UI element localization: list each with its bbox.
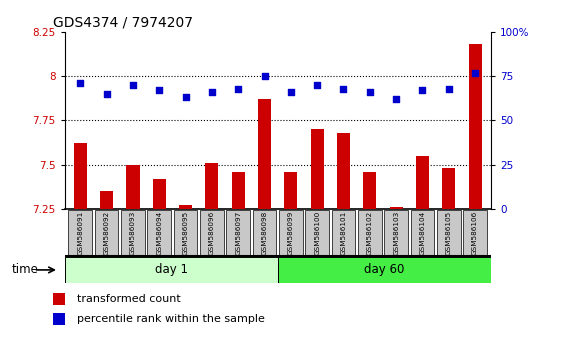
- Bar: [205, 163, 218, 209]
- Text: percentile rank within the sample: percentile rank within the sample: [77, 314, 265, 324]
- Text: GSM586101: GSM586101: [341, 211, 347, 255]
- Bar: [100, 191, 113, 209]
- Bar: [258, 99, 271, 209]
- Point: [365, 89, 374, 95]
- Bar: [389, 207, 403, 209]
- Text: day 60: day 60: [364, 263, 404, 276]
- FancyBboxPatch shape: [68, 210, 92, 256]
- Text: GSM586102: GSM586102: [367, 211, 373, 255]
- Text: GDS4374 / 7974207: GDS4374 / 7974207: [53, 16, 194, 30]
- Point: [76, 80, 85, 86]
- Point: [392, 96, 401, 102]
- Bar: [179, 205, 192, 209]
- Point: [471, 70, 480, 75]
- FancyBboxPatch shape: [148, 210, 171, 256]
- Point: [312, 82, 321, 88]
- Bar: [53, 313, 65, 325]
- Text: GSM586093: GSM586093: [130, 211, 136, 255]
- FancyBboxPatch shape: [279, 210, 303, 256]
- Point: [234, 86, 243, 91]
- Text: GSM586094: GSM586094: [157, 211, 162, 255]
- Bar: [284, 172, 297, 209]
- Point: [102, 91, 111, 97]
- Bar: [363, 172, 376, 209]
- Point: [339, 86, 348, 91]
- FancyBboxPatch shape: [305, 210, 329, 256]
- Bar: [153, 179, 166, 209]
- Text: GSM586097: GSM586097: [235, 211, 241, 255]
- Point: [418, 87, 427, 93]
- Bar: [337, 133, 350, 209]
- Text: GSM586104: GSM586104: [420, 211, 425, 255]
- Text: transformed count: transformed count: [77, 293, 181, 304]
- Bar: [73, 143, 87, 209]
- Text: GSM586095: GSM586095: [182, 211, 188, 255]
- FancyBboxPatch shape: [174, 210, 197, 256]
- Text: day 1: day 1: [155, 263, 187, 276]
- FancyBboxPatch shape: [411, 210, 434, 256]
- Point: [260, 73, 269, 79]
- Bar: [468, 44, 482, 209]
- Bar: [65, 257, 278, 283]
- Text: GSM586100: GSM586100: [314, 211, 320, 255]
- Point: [444, 86, 453, 91]
- Text: GSM586106: GSM586106: [472, 211, 478, 255]
- Point: [286, 89, 295, 95]
- Text: GSM586103: GSM586103: [393, 211, 399, 255]
- Text: GSM586105: GSM586105: [446, 211, 452, 255]
- Text: GSM586092: GSM586092: [104, 211, 109, 255]
- Point: [181, 95, 190, 100]
- Bar: [278, 257, 491, 283]
- FancyBboxPatch shape: [200, 210, 224, 256]
- Text: GSM586091: GSM586091: [77, 211, 83, 255]
- Text: GSM586099: GSM586099: [288, 211, 294, 255]
- FancyBboxPatch shape: [358, 210, 381, 256]
- FancyBboxPatch shape: [437, 210, 461, 256]
- FancyBboxPatch shape: [332, 210, 355, 256]
- Point: [128, 82, 137, 88]
- Text: GSM586096: GSM586096: [209, 211, 215, 255]
- Bar: [442, 168, 456, 209]
- Text: GSM586098: GSM586098: [261, 211, 268, 255]
- Point: [155, 87, 164, 93]
- Point: [208, 89, 217, 95]
- Bar: [416, 156, 429, 209]
- FancyBboxPatch shape: [227, 210, 250, 256]
- Text: time: time: [11, 263, 38, 276]
- FancyBboxPatch shape: [384, 210, 408, 256]
- Bar: [53, 293, 65, 304]
- Bar: [232, 172, 245, 209]
- FancyBboxPatch shape: [252, 210, 277, 256]
- Bar: [126, 165, 140, 209]
- FancyBboxPatch shape: [121, 210, 145, 256]
- FancyBboxPatch shape: [95, 210, 118, 256]
- FancyBboxPatch shape: [463, 210, 487, 256]
- Bar: [311, 129, 324, 209]
